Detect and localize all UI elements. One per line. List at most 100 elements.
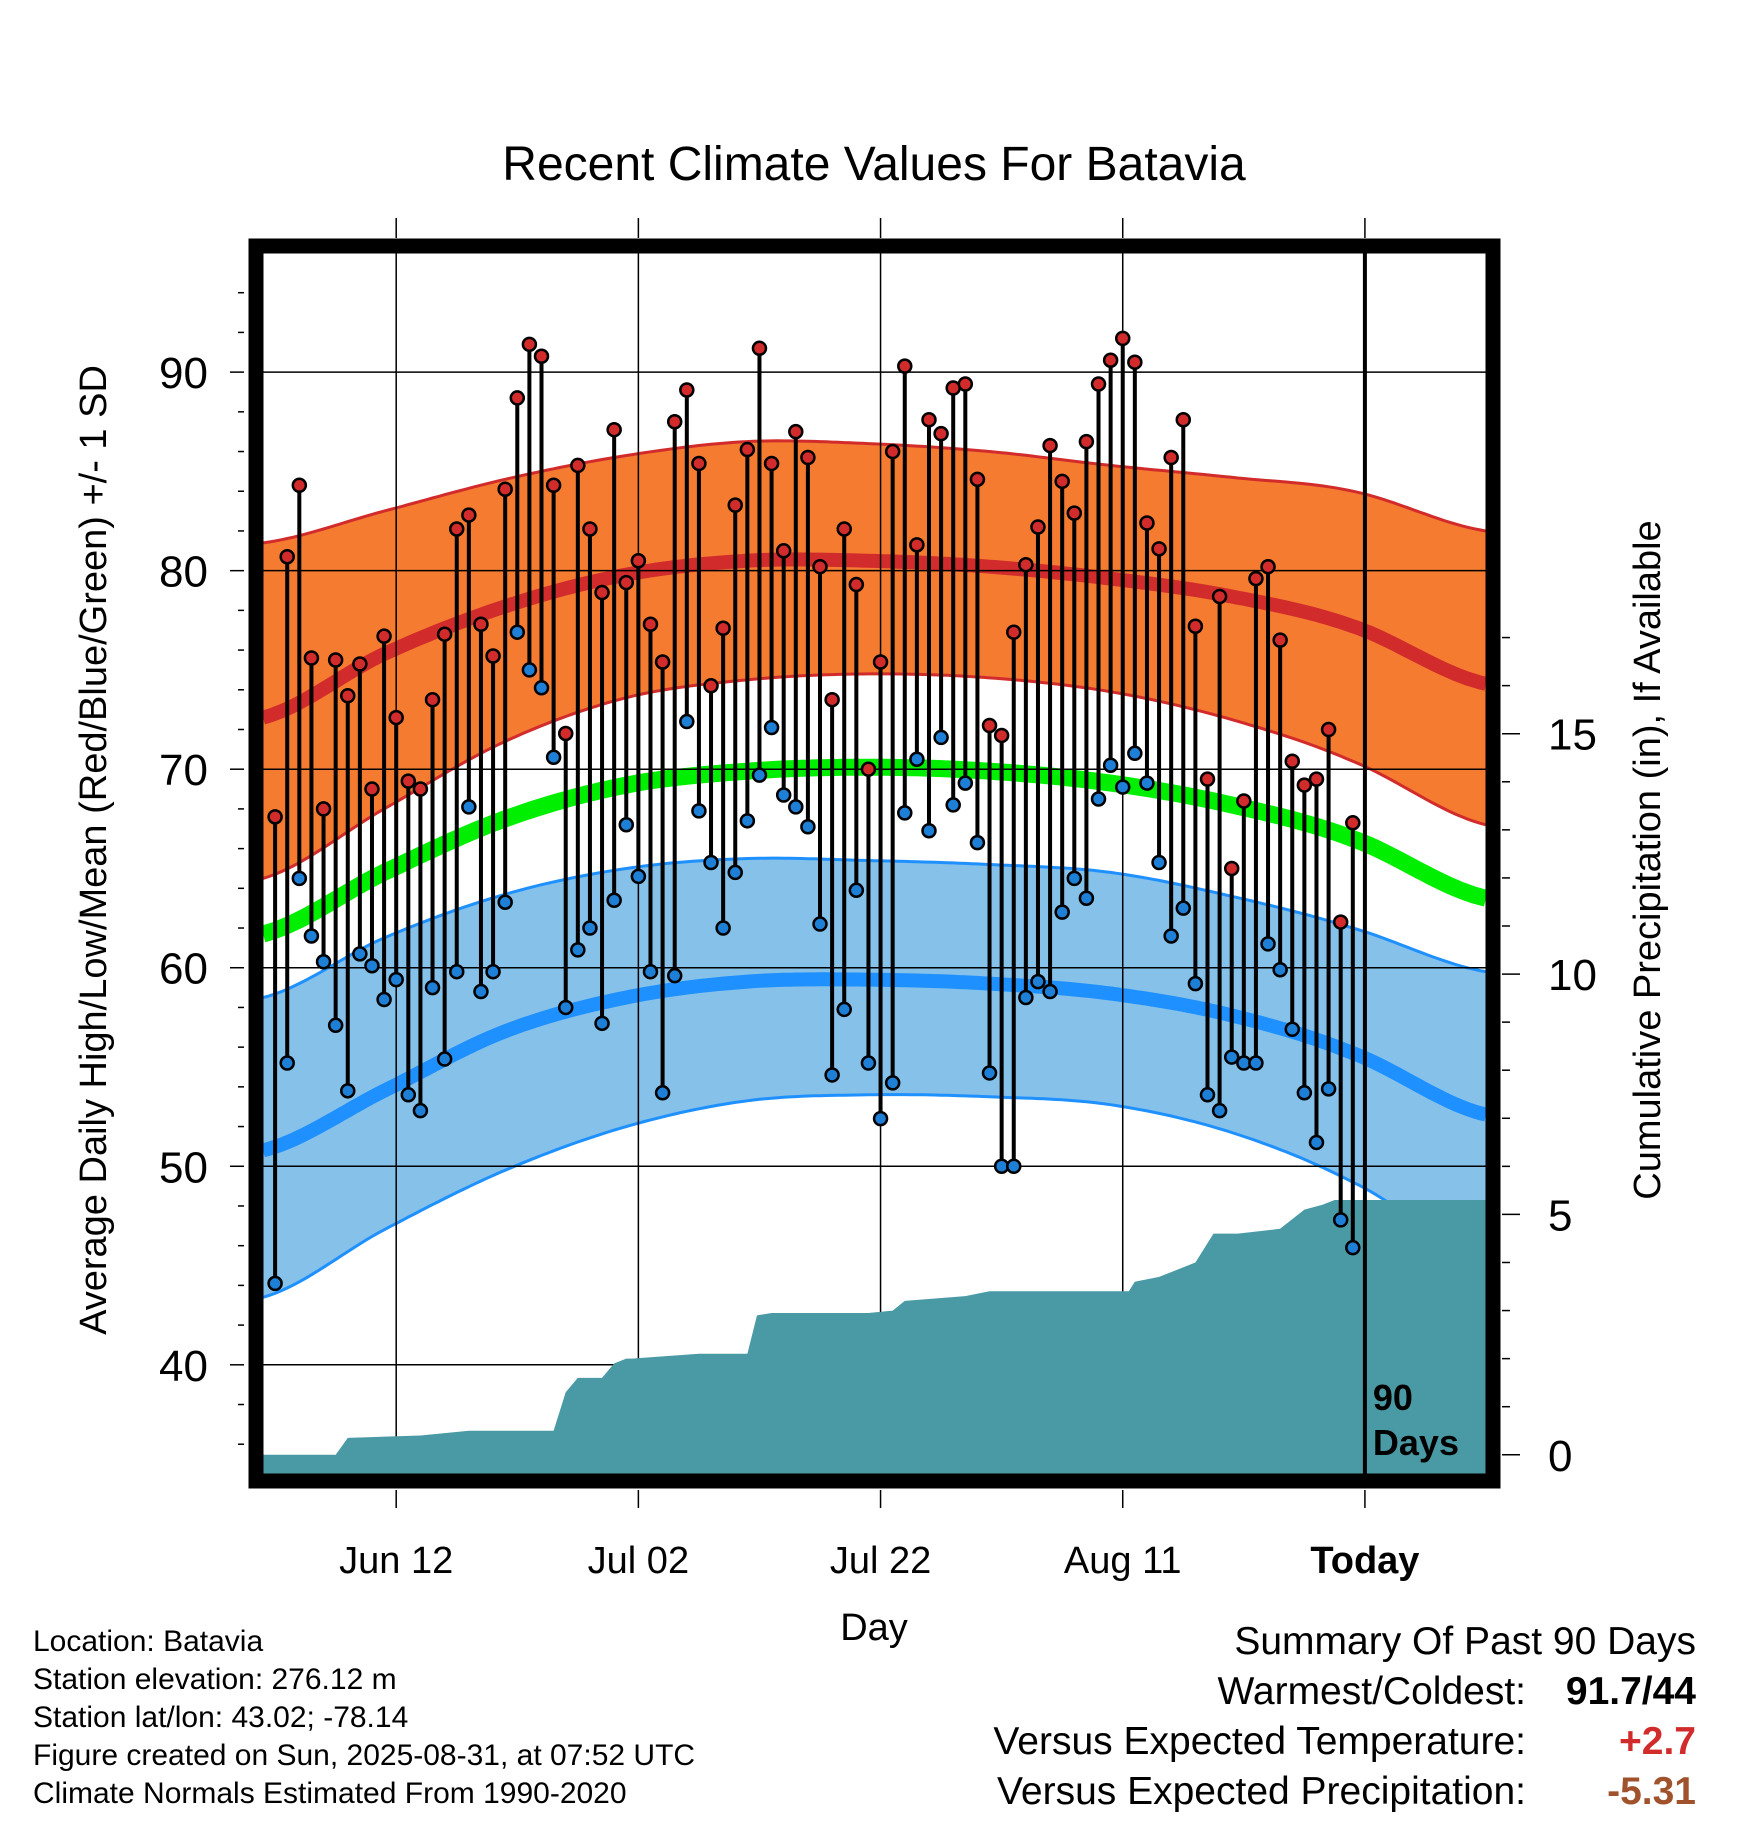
obs-low-point <box>1151 854 1167 871</box>
station-info: Location: Batavia Station elevation: 276… <box>33 1623 695 1813</box>
x-axis-label: Day <box>840 1607 908 1649</box>
obs-high-point <box>1223 860 1240 877</box>
low-lower-edge <box>263 1093 1486 1299</box>
obs-high-point <box>666 414 683 430</box>
cumulative-precip-area <box>263 1200 1486 1474</box>
obs-high-point <box>957 376 974 392</box>
obs-low-point <box>570 942 586 958</box>
summary-title: Summary Of Past 90 Days <box>1234 1620 1696 1663</box>
obs-high-point <box>884 443 901 460</box>
obs-high-point <box>1308 771 1325 787</box>
obs-high-point <box>448 521 465 537</box>
obs-low-point <box>376 991 392 1008</box>
summary-panel: Summary Of Past 90 Days Warmest/Coldest:… <box>993 1617 1696 1817</box>
obs-high-point <box>364 781 380 797</box>
obs-low-point <box>763 719 780 736</box>
obs-low-point <box>824 1067 840 1083</box>
obs-high-point <box>436 626 453 642</box>
chart-title: Recent Climate Values For Batavia <box>502 138 1246 191</box>
location-text: Location: Batavia <box>33 1625 264 1658</box>
obs-low-point <box>1139 775 1155 791</box>
axes: 40 50 60 70 80 90 0 5 10 15 Jun 12 Jul 02 Jul 22 Aug … <box>159 218 1597 1582</box>
obs-high-point <box>618 574 635 591</box>
obs-high-point <box>1078 433 1095 450</box>
normal-low-line <box>263 972 1486 1158</box>
obs-high-point <box>788 423 804 440</box>
y-tick-label: 70 <box>159 746 208 795</box>
obs-low-point <box>400 1087 417 1103</box>
obs-high-point <box>679 382 695 398</box>
obs-low-point <box>800 819 816 835</box>
y2-tick-label: 0 <box>1548 1432 1572 1481</box>
obs-high-point <box>933 425 949 442</box>
obs-low-point <box>1187 975 1204 992</box>
obs-high-point <box>1018 556 1034 573</box>
obs-low-point <box>957 775 974 791</box>
obs-high-point <box>388 709 404 726</box>
obs-high-point <box>327 652 344 668</box>
obs-high-point <box>909 537 925 553</box>
normals-text: Climate Normals Estimated From 1990-2020 <box>33 1777 627 1810</box>
obs-high-point <box>1260 558 1276 575</box>
x-tick-label: Jun 12 <box>339 1540 453 1582</box>
y-tick-label: 50 <box>159 1143 208 1192</box>
obs-low-point <box>727 864 743 881</box>
obs-high-point <box>775 543 792 559</box>
obs-low-point <box>364 957 380 974</box>
obs-low-point <box>691 803 707 819</box>
obs-high-point <box>703 678 719 694</box>
obs-low-point <box>1260 936 1276 952</box>
obs-low-point <box>618 817 635 833</box>
obs-high-point <box>376 628 392 644</box>
obs-low-point <box>1066 870 1083 887</box>
obs-high-point <box>1284 753 1301 770</box>
obs-low-point <box>448 963 465 980</box>
obs-high-point <box>279 549 295 565</box>
obs-high-point <box>1211 588 1228 605</box>
obs-low-point <box>1211 1102 1228 1119</box>
obs-low-point <box>291 870 308 887</box>
obs-low-point <box>1332 1212 1349 1228</box>
obs-high-point <box>1248 570 1264 587</box>
obs-low-point <box>1248 1055 1264 1071</box>
obs-high-point <box>1272 632 1288 648</box>
obs-high-point <box>1042 437 1058 454</box>
obs-low-point <box>642 963 659 980</box>
obs-low-point <box>1090 791 1107 807</box>
obs-low-point <box>521 662 538 678</box>
obs-high-point <box>291 477 308 494</box>
obs-high-point <box>606 421 622 438</box>
obs-low-point <box>969 834 986 851</box>
obs-low-point <box>921 822 937 839</box>
obs-high-point <box>860 761 877 777</box>
obs-low-point <box>788 799 804 815</box>
obs-high-point <box>570 457 586 474</box>
obs-low-point <box>497 894 513 910</box>
obs-high-point <box>521 336 538 353</box>
obs-high-point <box>509 390 526 406</box>
obs-low-point <box>315 954 332 970</box>
obs-high-point <box>715 620 731 636</box>
obs-high-point <box>1345 815 1361 831</box>
obs-high-point <box>594 584 610 601</box>
obs-low-point <box>327 1017 344 1034</box>
obs-high-point <box>727 497 743 513</box>
obs-low-point <box>884 1075 901 1091</box>
obs-high-point <box>473 616 489 633</box>
obs-low-point <box>485 963 501 980</box>
obs-high-point <box>897 358 913 374</box>
obs-high-point <box>1090 376 1107 392</box>
obs-high-point <box>993 727 1010 744</box>
obs-low-point <box>1054 904 1070 920</box>
obs-low-point <box>436 1051 453 1067</box>
obs-low-point <box>303 928 320 944</box>
y-tick-label: 60 <box>159 945 208 994</box>
obs-low-point <box>267 1275 283 1292</box>
precip-label: Versus Expected Precipitation: <box>997 1770 1526 1813</box>
obs-high-point <box>824 691 840 708</box>
obs-high-point <box>1332 914 1349 930</box>
obs-high-point <box>1175 412 1192 428</box>
obs-low-point <box>630 868 647 885</box>
obs-low-point <box>872 1110 889 1127</box>
